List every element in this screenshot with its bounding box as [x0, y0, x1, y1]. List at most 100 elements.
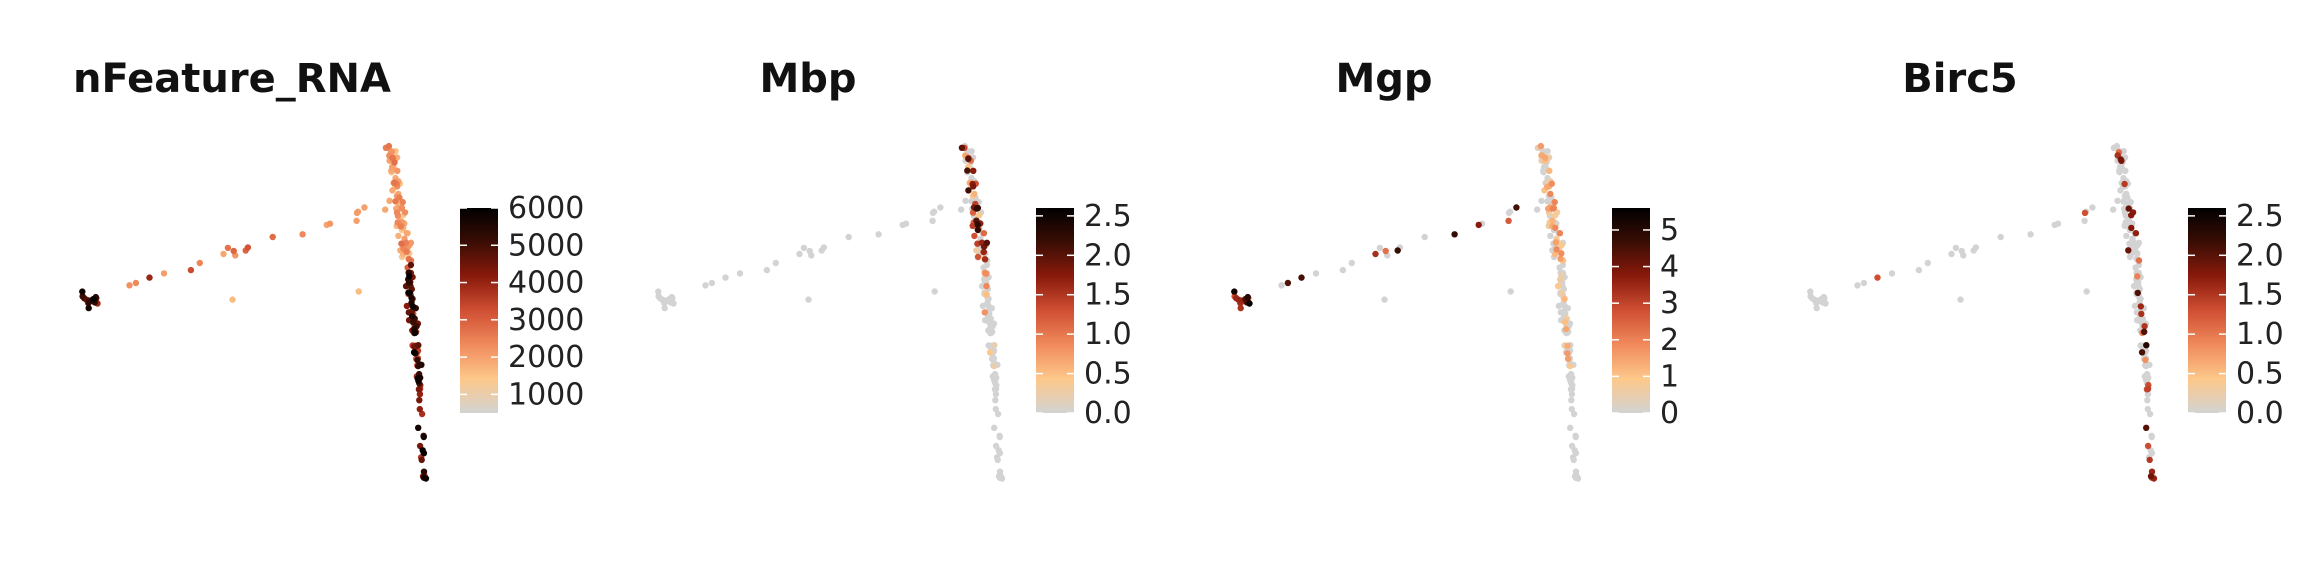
- data-point: [220, 250, 227, 258]
- data-point: [962, 197, 969, 204]
- data-point: [1537, 142, 1545, 150]
- data-point: [1552, 212, 1559, 219]
- data-point: [1997, 233, 2004, 241]
- data-point: [1541, 154, 1549, 161]
- data-point: [1556, 230, 1564, 237]
- data-point: [414, 356, 421, 364]
- legend-tick-label: 0.0: [1084, 396, 1132, 431]
- data-point: [1505, 217, 1512, 224]
- data-point: [2128, 224, 2135, 232]
- data-point: [973, 205, 980, 212]
- data-point: [1807, 288, 1814, 295]
- data-point: [988, 305, 995, 312]
- data-point: [1556, 264, 1563, 271]
- data-point: [224, 244, 232, 252]
- data-point: [2144, 385, 2152, 392]
- data-point: [1957, 296, 1964, 303]
- data-point: [958, 206, 965, 213]
- data-point: [1376, 244, 1384, 252]
- legend-tick-label: 4: [1660, 250, 1679, 285]
- data-point: [2135, 282, 2142, 290]
- data-point: [1548, 180, 1556, 187]
- data-point: [875, 231, 882, 238]
- data-point: [983, 239, 991, 246]
- data-point: [399, 198, 406, 206]
- data-point: [982, 270, 990, 277]
- legend-tick-label: 0: [1660, 396, 1679, 431]
- data-point: [79, 288, 86, 295]
- data-point: [820, 244, 828, 251]
- legend-tick-label: 3000: [508, 303, 584, 338]
- data-point: [937, 204, 944, 211]
- data-point: [1972, 244, 1980, 251]
- data-point: [407, 239, 415, 246]
- data-point: [2110, 206, 2117, 213]
- data-point: [2123, 232, 2130, 240]
- legend-tick-label: 0.5: [1084, 357, 1132, 392]
- data-point: [420, 433, 427, 441]
- data-point: [1571, 447, 1578, 454]
- data-point: [722, 274, 729, 281]
- data-point: [393, 209, 401, 216]
- data-point: [991, 424, 998, 431]
- data-point: [2089, 204, 2096, 211]
- data-point: [244, 244, 252, 251]
- data-point: [382, 206, 389, 213]
- data-point: [1564, 355, 1572, 362]
- data-point: [1560, 308, 1567, 315]
- data-point: [661, 304, 668, 312]
- legend-tick-label: 1.0: [1084, 317, 1132, 352]
- data-point: [1572, 433, 1580, 441]
- legend-tick-label: 2000: [508, 340, 584, 375]
- data-point: [392, 198, 399, 205]
- data-point: [1553, 246, 1560, 253]
- data-point: [1860, 279, 1868, 287]
- data-point: [2134, 273, 2141, 280]
- data-point: [772, 259, 779, 267]
- data-point: [1534, 206, 1541, 213]
- data-point: [403, 302, 411, 310]
- legend-tick-label: 3: [1660, 286, 1679, 321]
- data-point: [985, 342, 992, 349]
- data-point: [405, 256, 413, 263]
- data-point: [2123, 190, 2130, 198]
- data-point: [1244, 293, 1252, 301]
- data-point: [389, 187, 396, 194]
- data-point: [2146, 410, 2154, 418]
- data-point: [1958, 247, 1965, 255]
- data-point: [146, 274, 153, 281]
- data-point: [969, 222, 976, 229]
- data-point: [2144, 405, 2151, 413]
- data-point: [991, 386, 999, 393]
- data-point: [2117, 156, 2124, 163]
- data-point: [1547, 232, 1554, 240]
- data-point: [361, 204, 368, 211]
- data-point: [415, 377, 422, 385]
- data-point: [958, 144, 966, 151]
- data-point: [1564, 342, 1571, 349]
- data-point: [1915, 266, 1923, 274]
- data-point: [2121, 180, 2128, 188]
- data-point: [230, 247, 237, 255]
- data-point: [386, 197, 393, 204]
- data-point: [412, 329, 419, 336]
- data-point: [418, 456, 425, 464]
- data-point: [409, 303, 416, 310]
- data-point: [1394, 247, 1401, 254]
- data-point: [1568, 391, 1576, 398]
- data-point: [666, 295, 673, 303]
- data-point: [1237, 297, 1244, 304]
- data-point: [2131, 302, 2139, 310]
- data-point: [1570, 410, 1578, 418]
- data-point: [420, 468, 428, 475]
- data-point: [981, 309, 988, 316]
- data-point: [1278, 282, 1285, 289]
- data-point: [987, 322, 994, 329]
- data-point: [407, 261, 415, 269]
- legend-tick-label: 5: [1660, 213, 1679, 248]
- data-point: [2125, 205, 2132, 212]
- data-point: [1558, 289, 1566, 297]
- data-point: [1237, 304, 1244, 312]
- data-point: [1544, 183, 1551, 191]
- data-point: [1568, 397, 1575, 404]
